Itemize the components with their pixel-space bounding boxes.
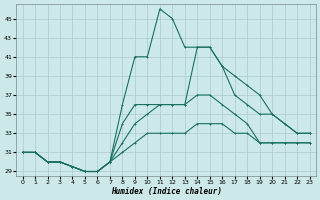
X-axis label: Humidex (Indice chaleur): Humidex (Indice chaleur) <box>111 187 221 196</box>
